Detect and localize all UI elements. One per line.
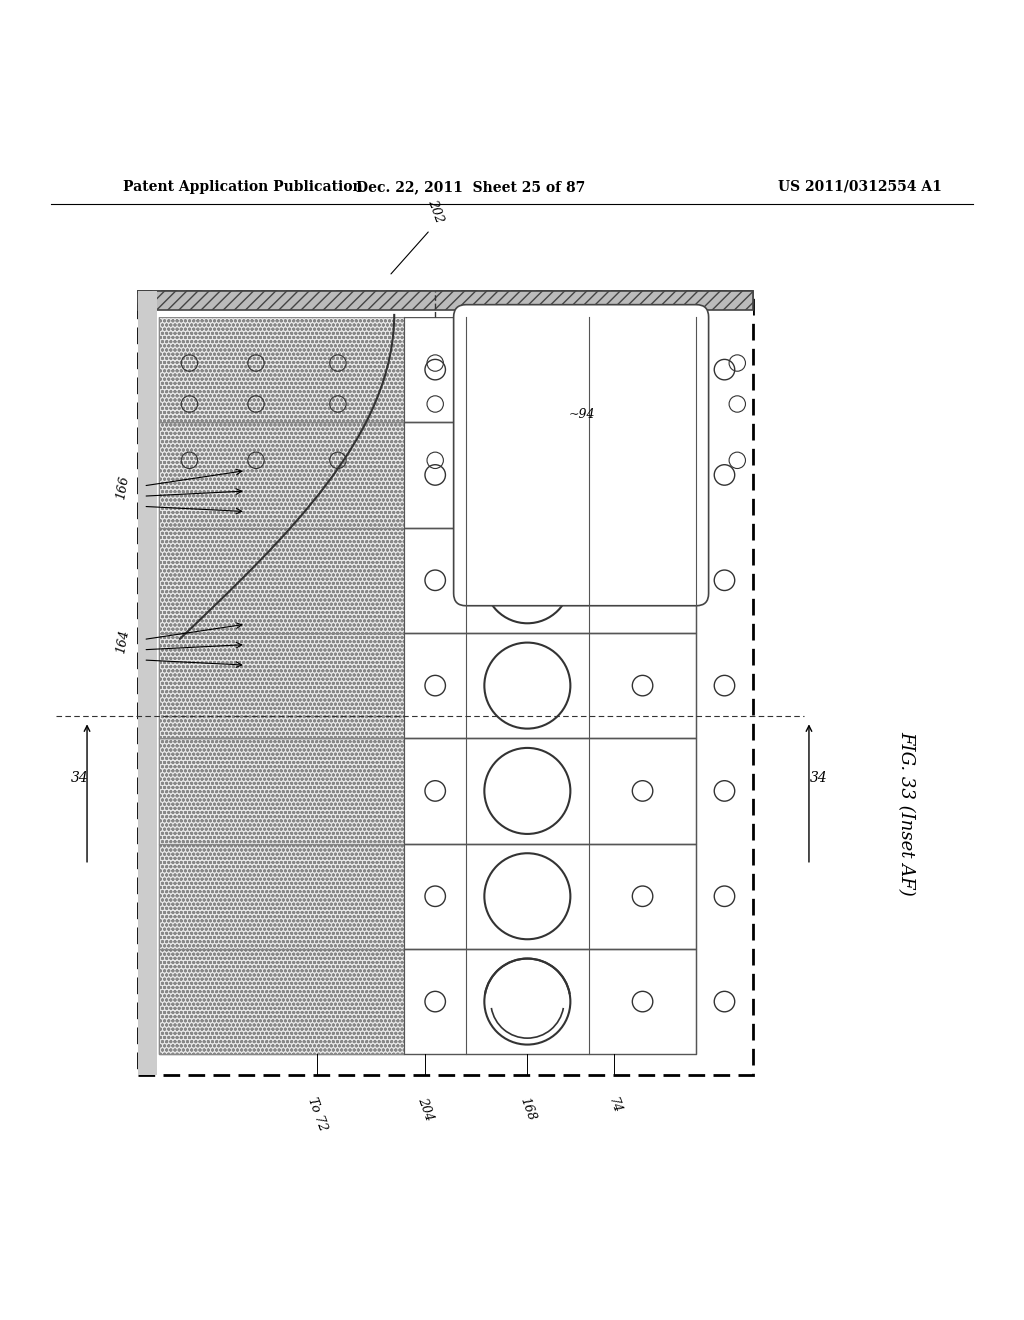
- Text: 164: 164: [114, 628, 131, 655]
- Text: 166: 166: [114, 475, 131, 500]
- Text: Patent Application Publication: Patent Application Publication: [123, 180, 362, 194]
- Bar: [159, 738, 404, 843]
- Bar: [159, 632, 696, 738]
- Bar: [159, 632, 404, 738]
- Text: FIG. 33 (Inset AF): FIG. 33 (Inset AF): [897, 731, 915, 896]
- Bar: [159, 949, 696, 1055]
- Bar: [159, 528, 696, 632]
- Text: 202: 202: [425, 198, 445, 224]
- Bar: [159, 317, 404, 422]
- Bar: [159, 843, 696, 949]
- Bar: [159, 422, 404, 528]
- Bar: [159, 738, 696, 843]
- Bar: [159, 422, 696, 528]
- Text: ~94: ~94: [568, 408, 595, 421]
- FancyBboxPatch shape: [454, 305, 709, 606]
- Text: US 2011/0312554 A1: US 2011/0312554 A1: [778, 180, 942, 194]
- Text: 168: 168: [517, 1096, 538, 1122]
- Bar: [138, 292, 753, 317]
- Bar: [159, 843, 404, 949]
- Text: 34: 34: [810, 771, 828, 785]
- Text: 204: 204: [415, 1096, 435, 1122]
- Bar: [159, 949, 404, 1055]
- Text: 34: 34: [71, 771, 89, 785]
- Text: To 72: To 72: [305, 1096, 330, 1133]
- Bar: [159, 528, 404, 632]
- Text: Dec. 22, 2011  Sheet 25 of 87: Dec. 22, 2011 Sheet 25 of 87: [356, 180, 586, 194]
- Bar: [138, 292, 753, 304]
- Text: 74: 74: [605, 1096, 624, 1114]
- Bar: [159, 317, 696, 422]
- Bar: [138, 292, 753, 310]
- Bar: [138, 292, 157, 1074]
